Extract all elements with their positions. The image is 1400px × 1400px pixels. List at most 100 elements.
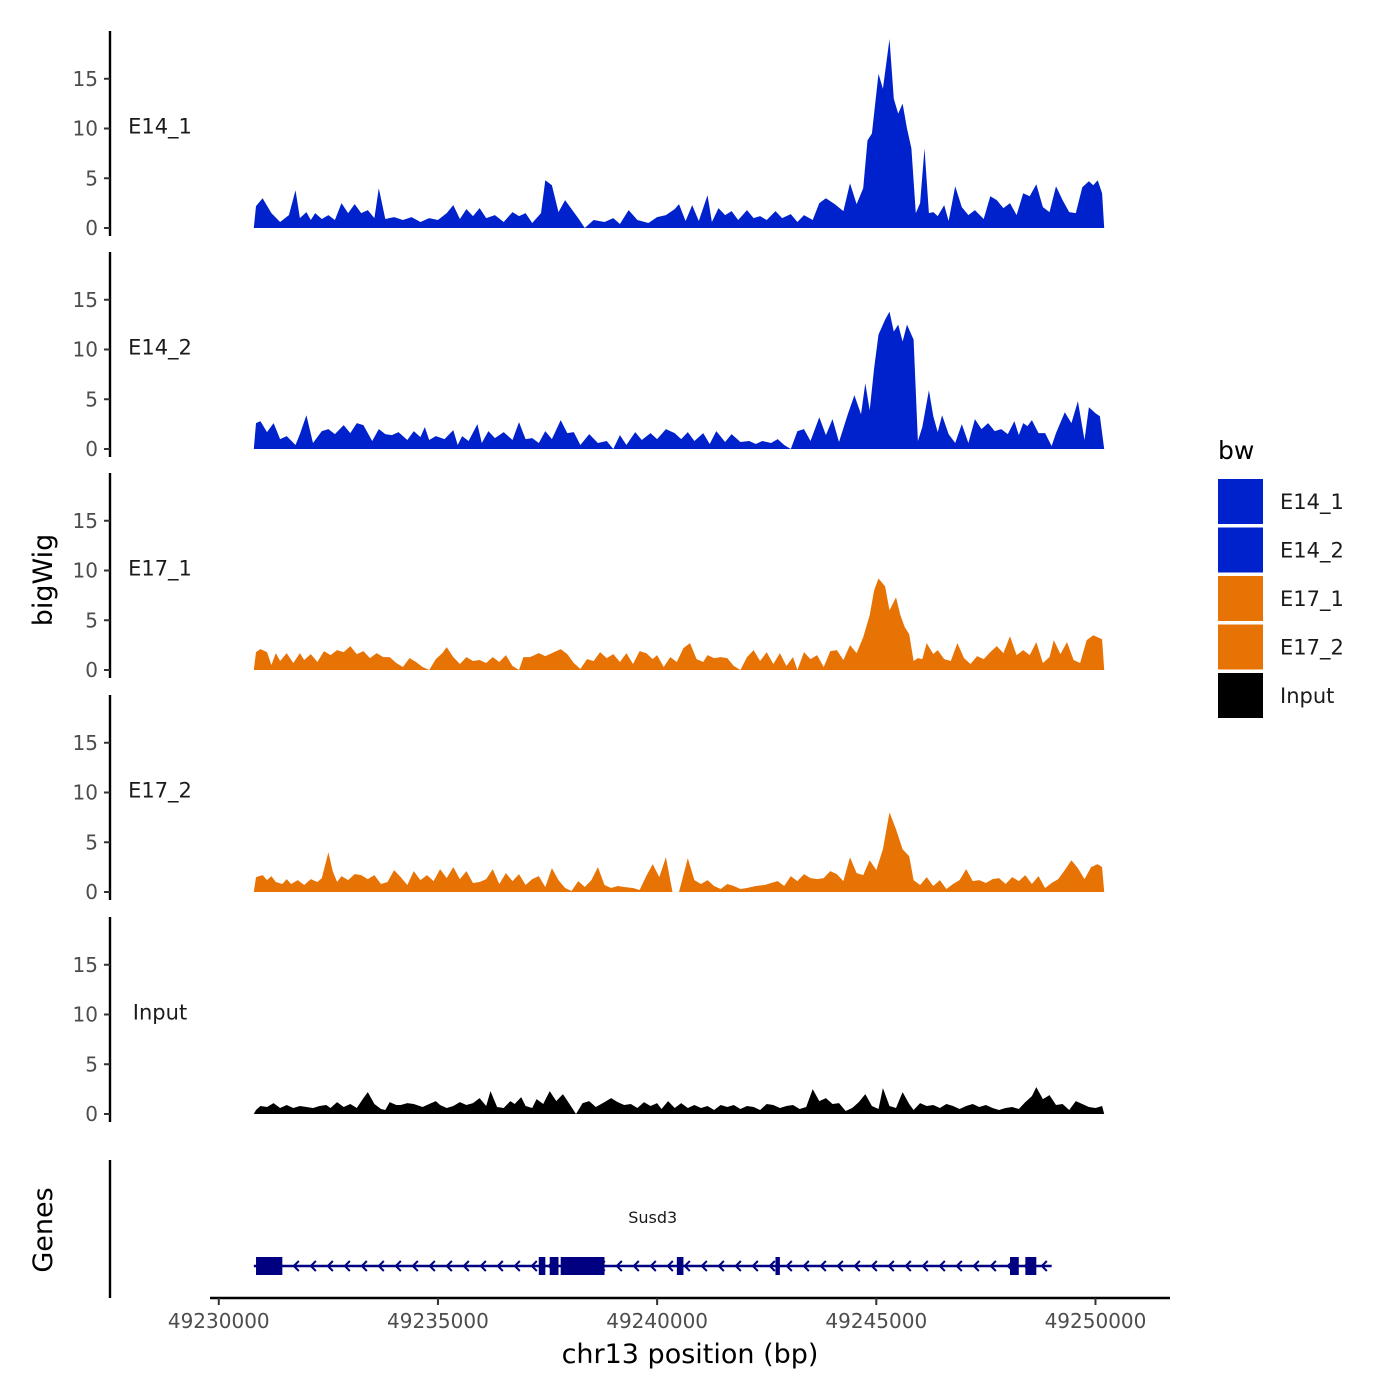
y-tick-label: 5: [85, 608, 98, 632]
y-tick-label: 15: [73, 67, 98, 91]
y-tick-label: 15: [73, 731, 98, 755]
track-E17_1: 0 5 10 15 E17_1: [73, 473, 1105, 682]
legend-label: E17_1: [1280, 587, 1344, 612]
gene-exon: [1025, 1257, 1037, 1275]
strand-chevron: [632, 1260, 640, 1272]
signal-area: [253, 39, 1105, 228]
y-tick-label: 5: [85, 387, 98, 411]
gene-exon: [538, 1257, 546, 1275]
legend-label: Input: [1280, 684, 1334, 708]
signal-area: [253, 1087, 1105, 1114]
strand-chevron: [1040, 1260, 1048, 1272]
y-tick-label: 10: [73, 338, 98, 362]
gene-Susd3: Susd3: [253, 1208, 1052, 1275]
y-tick-label: 0: [85, 880, 98, 904]
y-tick-label: 10: [73, 117, 98, 141]
legend-swatch-E14_2: [1218, 527, 1263, 573]
track-label: E17_1: [128, 556, 192, 581]
strand-chevron: [649, 1260, 657, 1272]
strand-chevron: [955, 1260, 963, 1272]
legend-swatch-Input: [1218, 673, 1263, 718]
strand-chevron: [479, 1260, 487, 1272]
strand-chevron: [802, 1260, 810, 1272]
y-tick-label: 15: [73, 953, 98, 977]
strand-chevron: [870, 1260, 878, 1272]
x-tick-label: 49240000: [606, 1309, 708, 1333]
legend-label: E14_2: [1280, 539, 1344, 564]
y-tick-label: 10: [73, 559, 98, 583]
strand-chevron: [938, 1260, 946, 1272]
y-tick-label: 5: [85, 1052, 98, 1076]
x-axis-title: chr13 position (bp): [562, 1339, 819, 1370]
track-label: E17_2: [128, 778, 192, 803]
strand-chevron: [819, 1260, 827, 1272]
track-label: Input: [133, 1000, 187, 1024]
legend-title: bw: [1218, 436, 1254, 465]
signal-area: [253, 311, 1105, 449]
strand-chevron: [768, 1260, 776, 1272]
strand-chevron: [921, 1260, 929, 1272]
track-E17_2: 0 5 10 15 E17_2: [73, 695, 1105, 904]
y-tick-label: 0: [85, 216, 98, 240]
strand-chevron: [700, 1260, 708, 1272]
x-axis: 49230000 49235000 49240000 49245000 49250000: [168, 1296, 1170, 1333]
strand-chevron: [445, 1260, 453, 1272]
signal-area: [253, 578, 1105, 670]
legend-swatch-E17_1: [1218, 576, 1263, 621]
strand-chevron: [785, 1260, 793, 1272]
strand-chevron: [666, 1260, 674, 1272]
gene-exon: [560, 1257, 605, 1275]
track-E14_2: 0 5 10 15 E14_2: [73, 252, 1105, 461]
strand-chevron: [683, 1260, 691, 1272]
strand-chevron: [377, 1260, 385, 1272]
track-label: E14_1: [128, 114, 192, 139]
genes-axis-title: Genes: [28, 1187, 59, 1272]
strand-chevron: [326, 1260, 334, 1272]
signal-tracks: 0 5 10 15 E14_1 0 5 10 15 E14_2 0 5 10 15 E17_1 0 5 10 15 E…: [73, 31, 1105, 1126]
strand-chevron: [360, 1260, 368, 1272]
strand-chevron: [343, 1260, 351, 1272]
gene-exon: [1010, 1257, 1019, 1275]
y-tick-label: 0: [85, 1102, 98, 1126]
legend-label: E14_1: [1280, 490, 1344, 515]
strand-chevron: [411, 1260, 419, 1272]
y-tick-label: 0: [85, 437, 98, 461]
strand-chevron: [734, 1260, 742, 1272]
strand-chevron: [394, 1260, 402, 1272]
track-label: E14_2: [128, 335, 192, 360]
strand-chevron: [513, 1260, 521, 1272]
gene-exon: [549, 1257, 559, 1275]
track-Input: 0 5 10 15 Input: [73, 917, 1105, 1126]
strand-chevron: [462, 1260, 470, 1272]
y-tick-label: 5: [85, 166, 98, 190]
strand-chevron: [292, 1260, 300, 1272]
strand-chevron: [989, 1260, 997, 1272]
x-tick-label: 49245000: [825, 1309, 927, 1333]
strand-chevron: [751, 1260, 759, 1272]
y-tick-label: 0: [85, 658, 98, 682]
legend: bw E14_1 E14_2 E17_1 E17_2 Input: [1218, 436, 1344, 718]
strand-chevron: [309, 1260, 317, 1272]
strand-chevron: [836, 1260, 844, 1272]
gene-exon: [676, 1257, 684, 1275]
legend-swatch-E14_1: [1218, 479, 1263, 524]
legend-swatch-E17_2: [1218, 624, 1263, 670]
track-E14_1: 0 5 10 15 E14_1: [73, 31, 1105, 240]
legend-label: E17_2: [1280, 636, 1344, 661]
strand-chevron: [615, 1260, 623, 1272]
y-tick-label: 10: [73, 781, 98, 805]
y-tick-label: 15: [73, 288, 98, 312]
strand-chevron: [972, 1260, 980, 1272]
y-tick-label: 15: [73, 509, 98, 533]
gene-name: Susd3: [628, 1208, 677, 1227]
y-axis-title: bigWig: [28, 534, 59, 627]
y-tick-label: 5: [85, 830, 98, 854]
strand-chevron: [428, 1260, 436, 1272]
x-tick-label: 49250000: [1045, 1309, 1147, 1333]
gene-exon: [775, 1257, 780, 1275]
gene-track: Susd3: [108, 1160, 1052, 1298]
x-tick-label: 49235000: [387, 1309, 489, 1333]
y-tick-label: 10: [73, 1003, 98, 1027]
strand-chevron: [530, 1260, 538, 1272]
